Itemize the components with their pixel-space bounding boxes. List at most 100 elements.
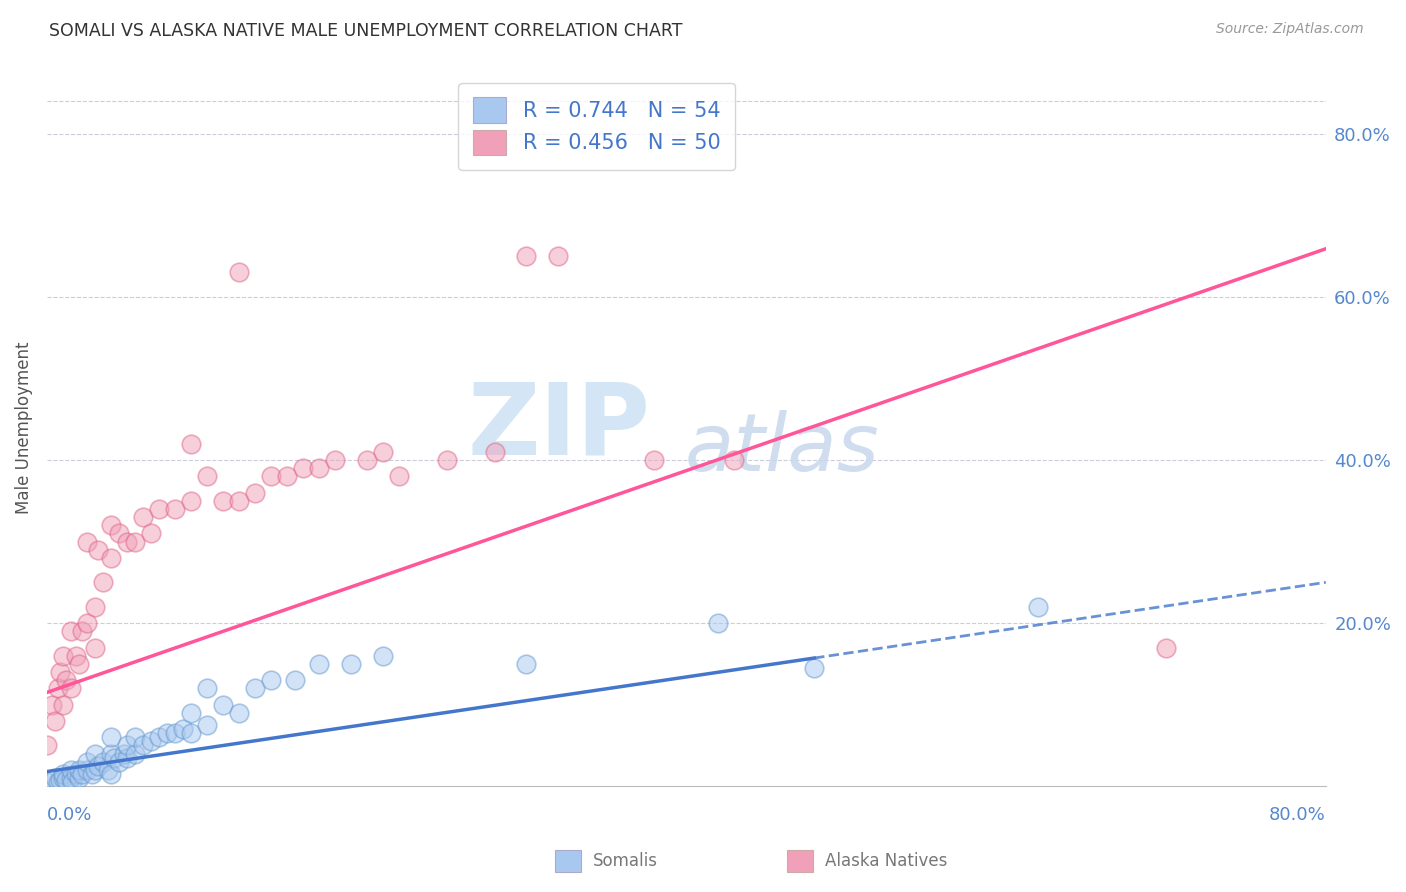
Point bbox=[163, 502, 186, 516]
Point bbox=[723, 453, 745, 467]
Point bbox=[76, 755, 98, 769]
Point bbox=[59, 681, 82, 696]
Point bbox=[52, 767, 75, 781]
Point bbox=[52, 698, 75, 712]
Point bbox=[643, 453, 665, 467]
Text: 0.0%: 0.0% bbox=[46, 806, 93, 824]
Point bbox=[65, 767, 87, 781]
Text: Somalis: Somalis bbox=[593, 852, 658, 870]
Point bbox=[76, 616, 98, 631]
Point bbox=[35, 739, 58, 753]
Point bbox=[803, 661, 825, 675]
Point bbox=[243, 681, 266, 696]
Text: Source: ZipAtlas.com: Source: ZipAtlas.com bbox=[1216, 22, 1364, 37]
Point bbox=[387, 469, 409, 483]
Point bbox=[65, 648, 87, 663]
Point bbox=[436, 453, 458, 467]
Point bbox=[97, 763, 120, 777]
Point bbox=[276, 469, 298, 483]
Point bbox=[371, 648, 394, 663]
Point bbox=[180, 436, 202, 450]
Point bbox=[67, 771, 90, 785]
Point bbox=[91, 755, 114, 769]
Point bbox=[148, 731, 170, 745]
Point bbox=[515, 657, 537, 671]
Text: ZIP: ZIP bbox=[467, 379, 650, 476]
Point bbox=[80, 767, 103, 781]
Point bbox=[260, 673, 283, 688]
Point bbox=[48, 665, 70, 679]
Point bbox=[46, 775, 69, 789]
Point bbox=[83, 640, 105, 655]
Point bbox=[132, 739, 155, 753]
Point bbox=[707, 616, 730, 631]
Point bbox=[108, 526, 131, 541]
Point bbox=[87, 542, 110, 557]
Point bbox=[41, 698, 63, 712]
Point bbox=[228, 706, 250, 720]
Point bbox=[108, 755, 131, 769]
Point bbox=[211, 698, 233, 712]
Point bbox=[139, 526, 162, 541]
Point bbox=[124, 731, 146, 745]
Text: SOMALI VS ALASKA NATIVE MALE UNEMPLOYMENT CORRELATION CHART: SOMALI VS ALASKA NATIVE MALE UNEMPLOYMEN… bbox=[49, 22, 683, 40]
Point bbox=[100, 747, 122, 761]
Y-axis label: Male Unemployment: Male Unemployment bbox=[15, 341, 32, 514]
Point bbox=[195, 469, 218, 483]
Point bbox=[132, 510, 155, 524]
Point bbox=[547, 249, 569, 263]
Point bbox=[59, 763, 82, 777]
Point bbox=[115, 534, 138, 549]
Point bbox=[139, 734, 162, 748]
Point bbox=[100, 767, 122, 781]
Point bbox=[100, 518, 122, 533]
Point bbox=[52, 771, 75, 785]
Point bbox=[52, 648, 75, 663]
Point bbox=[228, 493, 250, 508]
Legend: R = 0.744   N = 54, R = 0.456   N = 50: R = 0.744 N = 54, R = 0.456 N = 50 bbox=[458, 83, 735, 169]
Point bbox=[87, 759, 110, 773]
Point bbox=[284, 673, 307, 688]
Point bbox=[156, 726, 179, 740]
Point bbox=[100, 550, 122, 565]
Point bbox=[1026, 599, 1049, 614]
Point bbox=[44, 771, 66, 785]
Point bbox=[180, 706, 202, 720]
Point bbox=[112, 747, 135, 761]
Point bbox=[103, 750, 125, 764]
Point bbox=[59, 771, 82, 785]
Point bbox=[124, 534, 146, 549]
Point bbox=[115, 739, 138, 753]
Point bbox=[124, 747, 146, 761]
Point bbox=[70, 767, 93, 781]
Point bbox=[46, 681, 69, 696]
Point bbox=[180, 493, 202, 508]
Point bbox=[211, 493, 233, 508]
Point bbox=[172, 722, 194, 736]
Point bbox=[1154, 640, 1177, 655]
Point bbox=[35, 775, 58, 789]
Point bbox=[515, 249, 537, 263]
Point bbox=[76, 534, 98, 549]
Point bbox=[195, 681, 218, 696]
Text: Alaska Natives: Alaska Natives bbox=[825, 852, 948, 870]
Point bbox=[76, 763, 98, 777]
Text: atlas: atlas bbox=[685, 410, 880, 488]
Point bbox=[44, 714, 66, 728]
Point bbox=[115, 750, 138, 764]
Point bbox=[323, 453, 346, 467]
Point bbox=[484, 445, 506, 459]
Point bbox=[148, 502, 170, 516]
Point bbox=[163, 726, 186, 740]
Point bbox=[83, 763, 105, 777]
Point bbox=[339, 657, 361, 671]
Point bbox=[308, 657, 330, 671]
Point bbox=[48, 772, 70, 787]
Point bbox=[228, 265, 250, 279]
Point bbox=[356, 453, 378, 467]
Point bbox=[371, 445, 394, 459]
Point bbox=[83, 599, 105, 614]
Point bbox=[291, 461, 314, 475]
Point bbox=[100, 731, 122, 745]
Point bbox=[195, 718, 218, 732]
